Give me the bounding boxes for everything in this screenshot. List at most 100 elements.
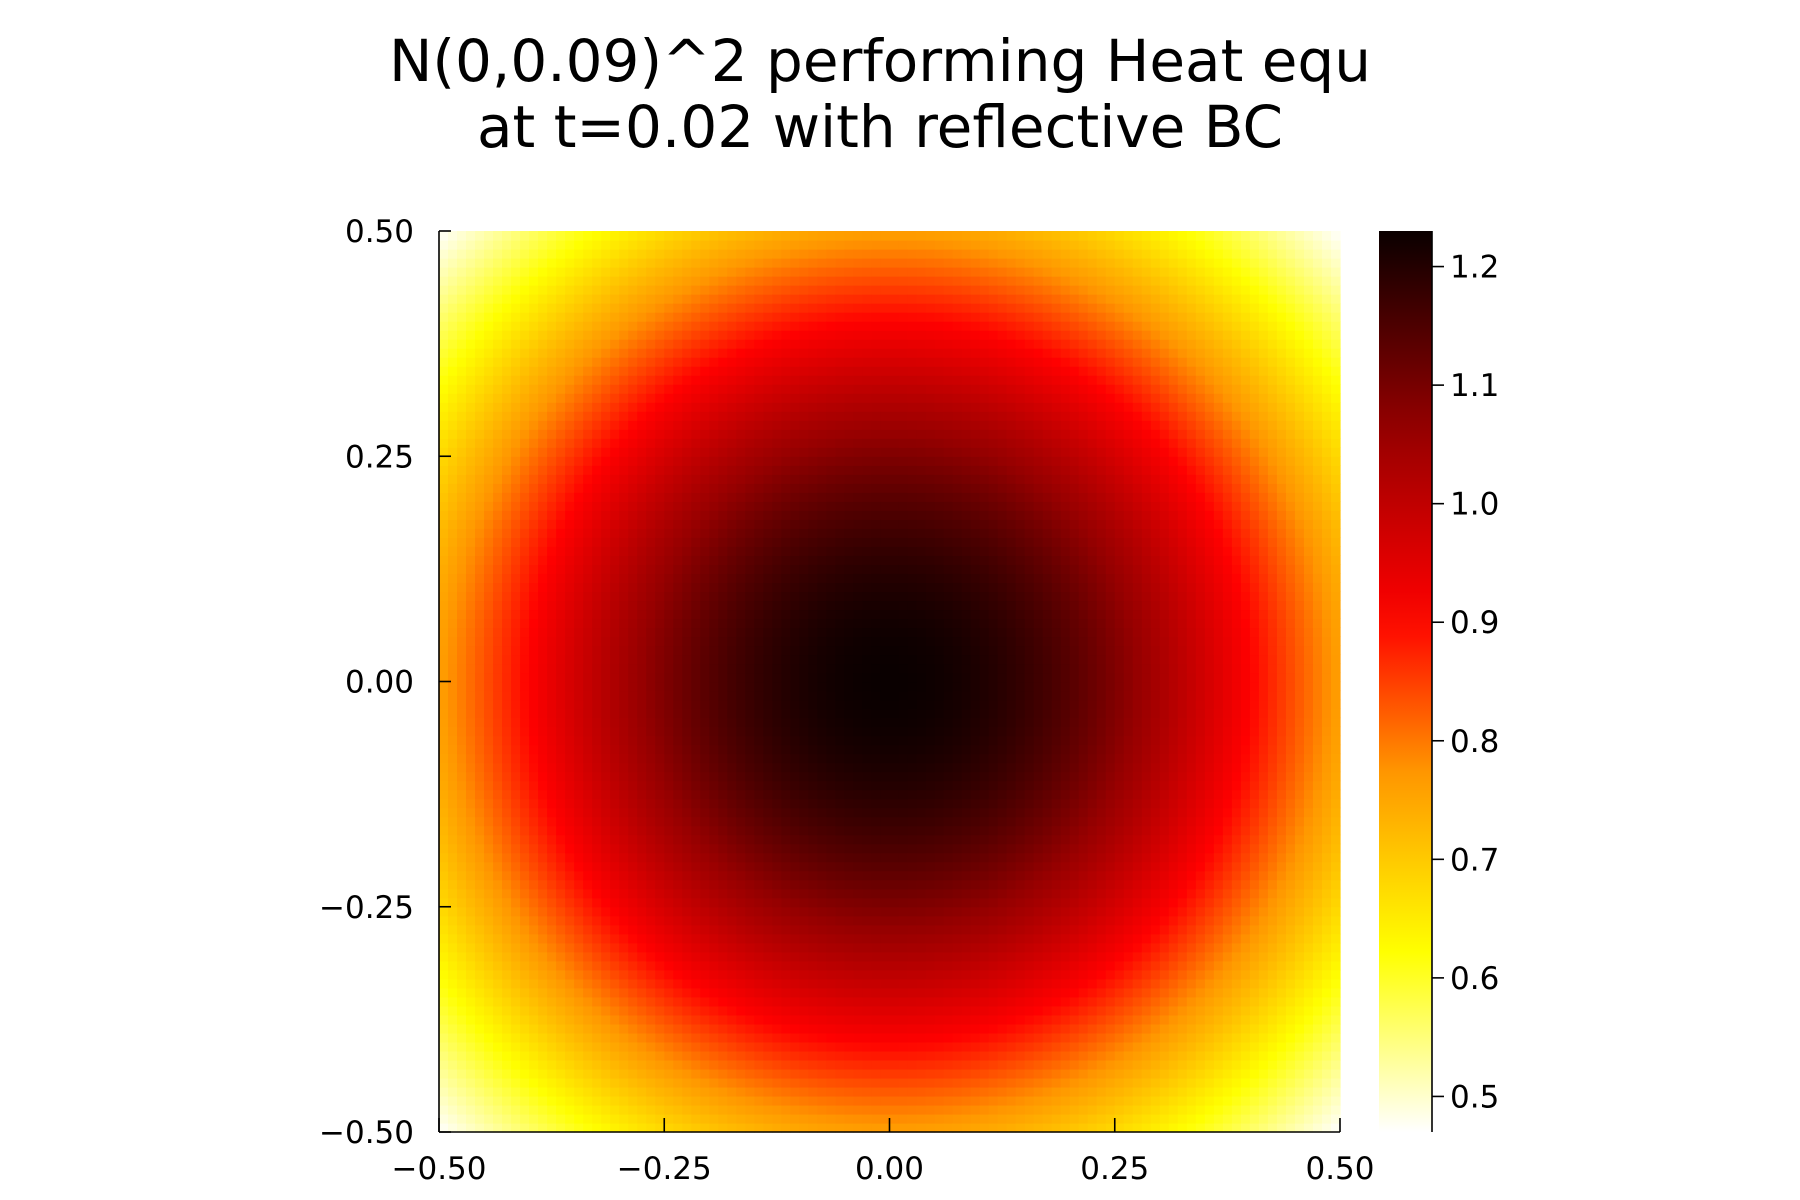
heatmap-cell xyxy=(592,555,602,565)
heatmap-cell xyxy=(718,978,728,989)
heatmap-cell xyxy=(529,861,539,872)
heatmap-cell xyxy=(709,627,719,638)
heatmap-cell xyxy=(880,1113,891,1124)
heatmap-cell xyxy=(763,375,773,385)
heatmap-cell xyxy=(781,312,791,322)
heatmap-cell xyxy=(835,1122,846,1133)
heatmap-cell xyxy=(520,1122,530,1133)
heatmap-cell xyxy=(736,465,746,475)
heatmap-cell xyxy=(826,456,837,466)
heatmap-cell xyxy=(547,627,557,638)
heatmap-cell xyxy=(457,780,467,791)
heatmap-cell xyxy=(862,708,873,719)
heatmap-cell xyxy=(628,789,638,800)
heatmap-cell xyxy=(538,357,548,367)
heatmap-cell xyxy=(448,465,458,475)
heatmap-cell xyxy=(484,906,494,917)
heatmap-cell xyxy=(619,789,629,800)
heatmap-cell xyxy=(763,276,773,286)
heatmap-cell xyxy=(826,1113,837,1124)
heatmap-cell xyxy=(529,834,539,845)
heatmap-cell xyxy=(619,330,629,340)
heatmap-cell xyxy=(520,1113,530,1124)
heatmap-cell xyxy=(529,942,539,953)
heatmap-cell xyxy=(790,1122,800,1133)
heatmap-cell xyxy=(835,609,846,620)
heatmap-cell xyxy=(853,555,864,565)
heatmap-cell xyxy=(799,888,810,899)
heatmap-cell xyxy=(862,438,873,448)
heatmap-cell xyxy=(565,996,575,1007)
heatmap-cell xyxy=(556,240,566,250)
heatmap-cell xyxy=(673,267,683,277)
heatmap-cell xyxy=(727,1077,737,1088)
heatmap-cell xyxy=(772,429,782,439)
heatmap-cell xyxy=(583,708,593,719)
heatmap-cell xyxy=(502,897,512,908)
heatmap-cell xyxy=(646,285,656,295)
heatmap-cell xyxy=(493,690,503,701)
heatmap-cell xyxy=(457,924,467,935)
heatmap-cell xyxy=(754,726,764,737)
heatmap-cell xyxy=(844,294,855,304)
heatmap-cell xyxy=(511,690,521,701)
heatmap-cell xyxy=(754,411,764,421)
heatmap-cell xyxy=(466,267,476,277)
heatmap-cell xyxy=(736,285,746,295)
heatmap-cell xyxy=(853,879,864,890)
heatmap-cell xyxy=(448,258,458,268)
heatmap-cell xyxy=(520,384,530,394)
heatmap-cell xyxy=(475,771,485,782)
heatmap-cell xyxy=(448,249,458,259)
heatmap-cell xyxy=(727,339,737,349)
heatmap-cell xyxy=(502,501,512,511)
heatmap-cell xyxy=(790,519,800,529)
heatmap-cell xyxy=(835,573,846,583)
heatmap-cell xyxy=(817,672,828,683)
heatmap-cell xyxy=(619,474,629,484)
heatmap-cell xyxy=(601,465,611,475)
heatmap-cell xyxy=(601,249,611,259)
heatmap-cell xyxy=(502,1104,512,1115)
heatmap-cell xyxy=(727,879,737,890)
heatmap-cell xyxy=(637,978,647,989)
heatmap-cell xyxy=(439,654,449,665)
heatmap-cell xyxy=(700,663,710,674)
heatmap-cell xyxy=(565,861,575,872)
heatmap-cell xyxy=(727,915,737,926)
heatmap-cell xyxy=(538,1005,548,1016)
heatmap-cell xyxy=(502,951,512,962)
heatmap-cell xyxy=(574,591,584,602)
heatmap-cell xyxy=(610,591,620,602)
heatmap-cell xyxy=(691,1032,701,1043)
heatmap-cell xyxy=(493,393,503,403)
heatmap-cell xyxy=(871,483,882,493)
heatmap-cell xyxy=(853,627,864,638)
heatmap-cell xyxy=(655,240,665,250)
heatmap-cell xyxy=(637,429,647,439)
heatmap-cell xyxy=(529,330,539,340)
heatmap-cell xyxy=(709,375,719,385)
heatmap-cell xyxy=(646,474,656,484)
heatmap-cell xyxy=(628,1050,638,1061)
heatmap-cell xyxy=(646,1068,656,1079)
heatmap-cell xyxy=(790,798,800,809)
heatmap-cell xyxy=(466,762,476,773)
heatmap-cell xyxy=(475,519,485,529)
heatmap-cell xyxy=(727,897,737,908)
heatmap-cell xyxy=(637,888,647,899)
heatmap-cell xyxy=(709,1023,719,1034)
heatmap-cell xyxy=(835,384,846,394)
heatmap-cell xyxy=(574,465,584,475)
heatmap-cell xyxy=(808,330,819,340)
heatmap-cell xyxy=(808,519,819,529)
heatmap-cell xyxy=(628,1113,638,1124)
heatmap-cell xyxy=(493,303,503,313)
heatmap-cell xyxy=(484,1077,494,1088)
heatmap-cell xyxy=(862,798,873,809)
heatmap-cell xyxy=(664,348,674,358)
heatmap-cell xyxy=(745,357,755,367)
heatmap-cell xyxy=(817,609,828,620)
heatmap-cell xyxy=(853,915,864,926)
heatmap-cell xyxy=(655,339,665,349)
